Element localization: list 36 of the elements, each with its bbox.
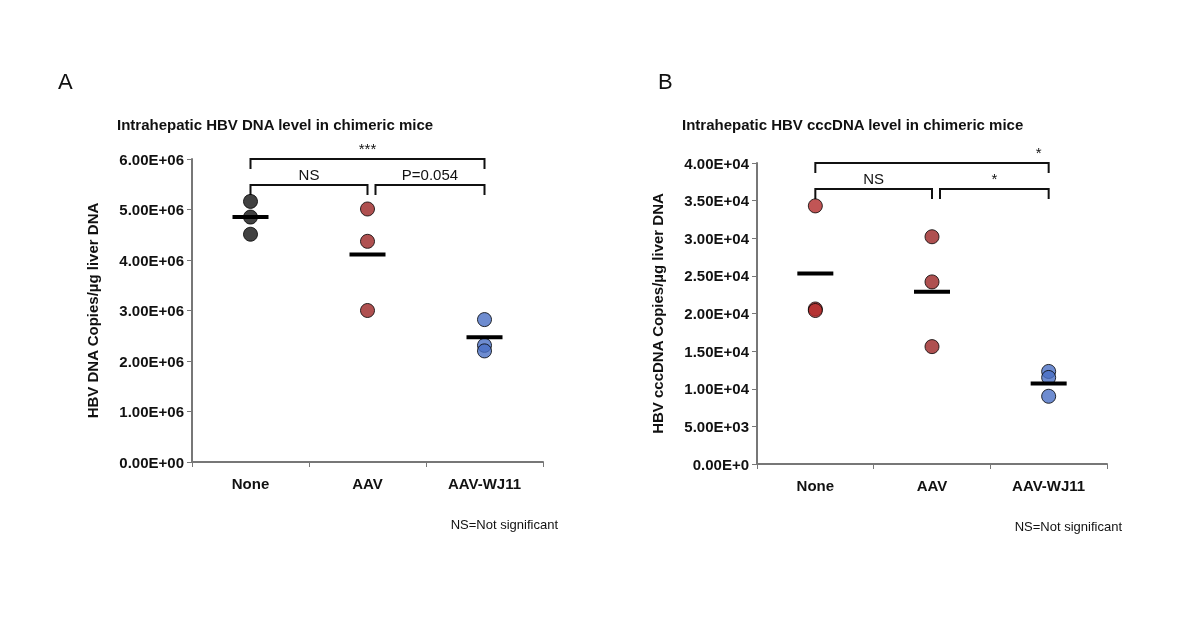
- text: ***: [358, 140, 377, 157]
- y-tick-label: 1.00E+04: [684, 380, 750, 398]
- annotation: NS: [298, 166, 320, 183]
- text: B: [658, 68, 673, 94]
- y-tick-label: 3.50E+04: [684, 192, 750, 210]
- y-tick-label: 3.00E+04: [684, 229, 750, 247]
- y-tick-label: 6.00E+06: [119, 150, 184, 168]
- y-tick-label: 1.50E+04: [684, 342, 750, 360]
- chart-title: Intrahepatic HBV DNA level in chimeric mice: [117, 116, 434, 133]
- chart-title: Intrahepatic HBV cccDNA level in chimeric mice: [682, 116, 1024, 133]
- text: *: [1035, 144, 1042, 161]
- annotation: NS: [863, 170, 885, 187]
- y-tick-label: 4.00E+04: [684, 154, 750, 172]
- annotation: *: [991, 170, 998, 187]
- y-tick-label: 0.00E+0: [692, 455, 749, 473]
- y-tick-label: 0.00E+00: [119, 453, 184, 471]
- y-tick-label: 2.50E+04: [684, 267, 750, 285]
- y-tick-label: 5.00E+06: [119, 201, 184, 218]
- y-tick-label: 1.00E+06: [119, 403, 184, 420]
- y-tick-label: 2.00E+04: [684, 305, 750, 322]
- x-tick-label: AAV: [352, 475, 383, 492]
- y-axis-title: HBV cccDNA Copies/µg liver DNA: [649, 193, 666, 434]
- y-tick-label: 4.00E+06: [119, 251, 184, 269]
- annotation: P=0.054: [401, 166, 459, 183]
- text: NS=Not significant: [450, 517, 559, 532]
- x-tick-label: AAV-WJ11: [447, 475, 522, 492]
- text: NS=Not significant: [1014, 519, 1123, 534]
- y-tick-label: 3.00E+06: [119, 302, 184, 319]
- y-axis-title: HBV DNA Copies/µg liver DNA: [84, 202, 101, 419]
- x-tick-label: None: [231, 475, 270, 492]
- y-tick-label: 5.00E+03: [684, 417, 749, 435]
- text: A: [58, 68, 73, 94]
- x-tick-label: AAV-WJ11: [1012, 477, 1086, 494]
- x-tick-label: AAV: [916, 477, 948, 494]
- x-tick-label: None: [796, 477, 835, 494]
- y-tick-label: 2.00E+06: [119, 352, 184, 370]
